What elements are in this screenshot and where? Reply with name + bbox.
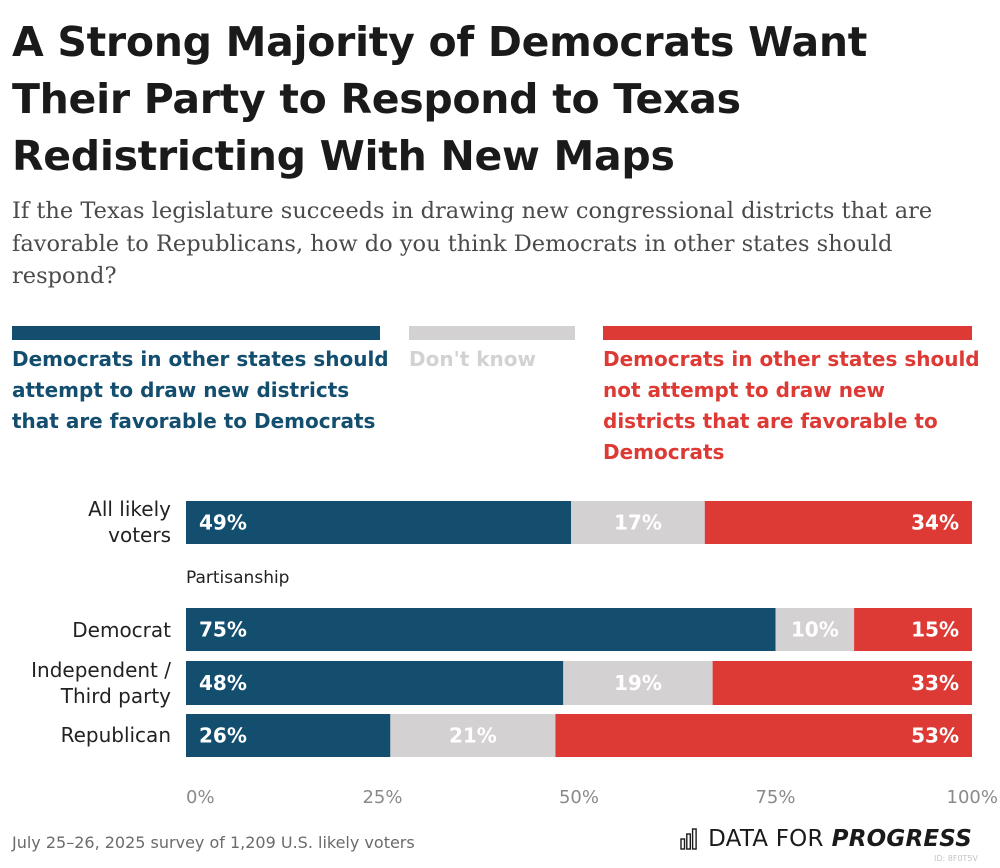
legend-swatch-not-attempt <box>603 326 972 340</box>
data-label-independent-third-party-dont-know: 19% <box>614 671 662 695</box>
x-tick-label: 50% <box>559 787 599 808</box>
bar-independent-third-party-attempt <box>186 661 564 705</box>
data-label-all-likely-voters-not-attempt: 34% <box>911 511 959 535</box>
bar-democrat-dont-know <box>775 608 855 651</box>
category-label-line: Independent / <box>31 658 171 682</box>
data-label-republican-not-attempt: 53% <box>911 724 959 748</box>
category-label-line: All likely <box>88 497 171 521</box>
legend-label-dont-know: Don't know <box>409 347 536 371</box>
legend-swatch-attempt <box>12 326 380 340</box>
chart-id: ID: 8F0T5V <box>934 854 978 863</box>
bar-independent-third-party-not-attempt <box>712 661 972 705</box>
category-label-democrat: Democrat <box>0 617 171 643</box>
bar-democrat-not-attempt <box>854 608 972 651</box>
brand-text-light: DATA FOR <box>708 826 824 852</box>
category-label-independent: Independent / Third party <box>0 657 171 709</box>
category-label-line: Democrat <box>72 618 171 642</box>
legend-swatch-dont-know <box>409 326 575 340</box>
category-label-line: Third party <box>60 684 171 708</box>
x-tick-label: 75% <box>755 787 795 808</box>
survey-note: July 25–26, 2025 survey of 1,209 U.S. li… <box>12 833 415 852</box>
bar-democrat-attempt <box>186 608 776 651</box>
bar-republican-dont-know <box>390 714 556 757</box>
x-tick-label: 0% <box>186 787 215 808</box>
legend-label-attempt: Democrats in other states should attempt… <box>12 347 389 433</box>
category-label-all-likely-voters: All likely voters <box>0 496 171 548</box>
bar-chart-icon <box>680 828 697 850</box>
brand-logo: DATA FOR PROGRESS <box>680 826 972 852</box>
bar-all-likely-voters-attempt <box>186 501 572 544</box>
category-label-line: Republican <box>60 723 171 747</box>
section-label-partisanship: Partisanship <box>186 568 290 588</box>
data-label-all-likely-voters-attempt: 49% <box>199 511 247 535</box>
data-label-independent-third-party-attempt: 48% <box>199 671 247 695</box>
data-label-independent-third-party-not-attempt: 33% <box>911 671 959 695</box>
data-label-republican-attempt: 26% <box>199 724 247 748</box>
bar-all-likely-voters-not-attempt <box>704 501 972 544</box>
data-label-all-likely-voters-dont-know: 17% <box>614 511 662 535</box>
data-label-democrat-dont-know: 10% <box>791 618 839 642</box>
bar-republican-not-attempt <box>555 714 972 757</box>
x-tick-label: 25% <box>362 787 402 808</box>
category-label-republican: Republican <box>0 722 171 748</box>
chart-title: A Strong Majority of Democrats Want Thei… <box>12 18 868 180</box>
brand-text-strong: PROGRESS <box>831 826 972 852</box>
category-label-line: voters <box>108 523 171 547</box>
bar-independent-third-party-dont-know <box>563 661 713 705</box>
bar-all-likely-voters-dont-know <box>571 501 705 544</box>
bar-republican-attempt <box>186 714 391 757</box>
data-label-republican-dont-know: 21% <box>449 724 497 748</box>
legend-label-not-attempt: Democrats in other states should not att… <box>603 347 980 464</box>
chart-subtitle: If the Texas legislature succeeds in dra… <box>12 198 933 289</box>
data-label-democrat-attempt: 75% <box>199 618 247 642</box>
data-label-democrat-not-attempt: 15% <box>911 618 959 642</box>
x-tick-label: 100% <box>947 787 998 808</box>
